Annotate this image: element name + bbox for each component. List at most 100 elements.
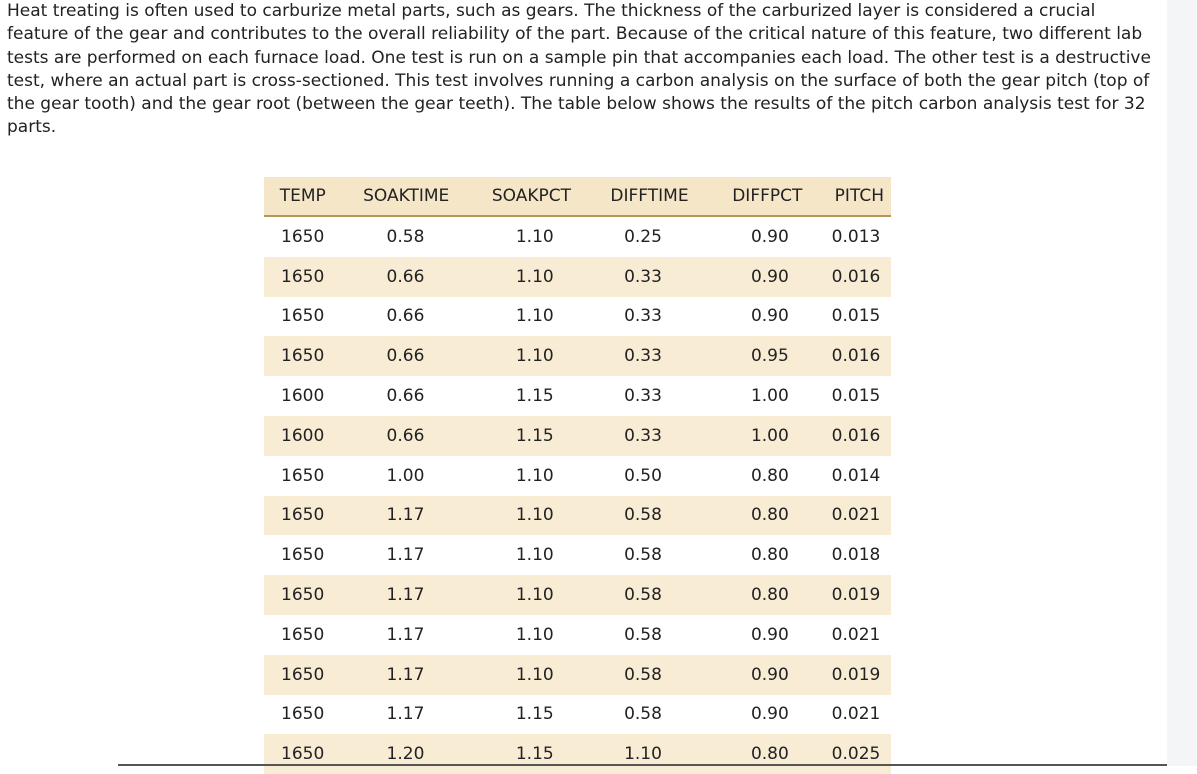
cell-pitch: 0.025 — [827, 734, 891, 774]
cell-soaktime: 1.17 — [386, 545, 425, 566]
cell-soaktime: 0.66 — [386, 386, 425, 407]
table-row: 1650 1.20 1.15 1.10 0.80 0.025 — [264, 734, 891, 774]
cell-difftime: 0.58 — [624, 624, 662, 645]
table-body: 1650 0.58 1.10 0.25 0.90 0.013 1650 0.66 1.10 0.3… — [264, 216, 891, 774]
cell-difftime: 0.58 — [592, 654, 707, 695]
table-header: TEMP SOAKTIME SOAKPCT DIFFTIME DIFFPCT P… — [264, 177, 891, 217]
intro-paragraph: Heat treating is often used to carburize… — [7, 1, 1151, 138]
col-header-soaktime: SOAKTIME — [341, 177, 471, 217]
cell-soaktime: 1.20 — [341, 734, 471, 774]
table-row: 1650 1.17 1.10 0.58 0.80 0.018 — [264, 535, 891, 575]
cell-diffpct: 0.80 — [750, 545, 789, 566]
table-row: 1650 1.17 1.10 0.58 0.80 0.021 — [264, 495, 891, 536]
cell-difftime: 0.50 — [624, 465, 662, 486]
cell-pitch: 0.015 — [831, 306, 881, 327]
cell-soaktime: 0.58 — [386, 226, 425, 247]
col-header-soakpct: SOAKPCT — [470, 177, 593, 217]
cell-difftime: 0.58 — [624, 545, 662, 566]
cell-temp: 1650 — [281, 306, 325, 327]
cell-soaktime: 0.66 — [341, 415, 471, 456]
cell-soakpct: 1.15 — [470, 734, 593, 774]
cell-soakpct: 1.10 — [470, 575, 593, 615]
cell-pitch: 0.015 — [831, 386, 881, 407]
cell-diffpct: 0.95 — [706, 336, 828, 377]
cell-difftime: 0.33 — [592, 336, 707, 377]
col-header-difftime: DIFFTIME — [592, 177, 707, 217]
table-row: 1650 1.17 1.15 0.58 0.90 0.021 — [264, 695, 891, 735]
table-row: 1650 1.00 1.10 0.50 0.80 0.014 — [264, 456, 891, 496]
col-header-temp: TEMP — [264, 177, 342, 217]
cell-soakpct: 1.10 — [515, 226, 554, 247]
cell-pitch: 0.018 — [831, 545, 881, 566]
cell-soakpct: 1.10 — [515, 306, 554, 327]
cell-soakpct: 1.10 — [515, 465, 554, 486]
cell-diffpct: 0.90 — [750, 306, 789, 327]
cell-diffpct: 0.80 — [706, 575, 828, 615]
cell-difftime: 0.25 — [624, 226, 662, 247]
cell-soakpct: 1.10 — [515, 545, 554, 566]
table-row: 1600 0.66 1.15 0.33 1.00 0.015 — [264, 376, 891, 416]
cell-temp: 1650 — [264, 654, 342, 695]
cell-temp: 1650 — [264, 575, 342, 615]
cell-soaktime: 0.66 — [341, 256, 471, 297]
cell-pitch: 0.021 — [827, 495, 891, 536]
table-row: 1650 1.17 1.10 0.58 0.90 0.019 — [264, 654, 891, 695]
cell-soakpct: 1.10 — [470, 256, 593, 297]
table-row: 1650 0.58 1.10 0.25 0.90 0.013 — [264, 216, 891, 257]
cell-diffpct: 0.90 — [706, 256, 828, 297]
cell-difftime: 1.10 — [592, 734, 707, 774]
cell-difftime: 0.33 — [592, 256, 707, 297]
cell-diffpct: 0.80 — [706, 495, 828, 536]
cell-difftime: 0.33 — [592, 415, 707, 456]
cell-pitch: 0.014 — [831, 465, 881, 486]
cell-difftime: 0.58 — [592, 575, 707, 615]
cell-difftime: 0.58 — [592, 495, 707, 536]
pitch-carbon-table: TEMP SOAKTIME SOAKPCT DIFFTIME DIFFPCT P… — [264, 177, 891, 774]
cell-temp: 1650 — [264, 336, 342, 377]
cell-soakpct: 1.10 — [470, 336, 593, 377]
col-header-diffpct: DIFFPCT — [706, 177, 828, 217]
cell-diffpct: 0.90 — [706, 654, 828, 695]
cell-diffpct: 0.80 — [750, 465, 789, 486]
cell-diffpct: 0.90 — [750, 624, 789, 645]
cell-pitch: 0.021 — [831, 704, 881, 725]
table-row: 1650 1.17 1.10 0.58 0.80 0.019 — [264, 575, 891, 615]
cell-temp: 1600 — [264, 415, 342, 456]
cell-temp: 1650 — [281, 226, 325, 247]
cell-soaktime: 1.17 — [341, 495, 471, 536]
cell-soakpct: 1.10 — [515, 624, 554, 645]
cell-temp: 1650 — [281, 465, 325, 486]
cell-soaktime: 0.66 — [386, 306, 425, 327]
cell-soakpct: 1.10 — [470, 495, 593, 536]
cell-temp: 1600 — [281, 386, 325, 407]
cell-temp: 1650 — [264, 734, 342, 774]
cell-difftime: 0.33 — [624, 386, 662, 407]
cell-soaktime: 1.00 — [386, 465, 425, 486]
table-row: 1650 0.66 1.10 0.33 0.90 0.015 — [264, 297, 891, 337]
cell-soakpct: 1.15 — [515, 704, 554, 725]
cell-temp: 1650 — [264, 256, 342, 297]
cell-pitch: 0.021 — [831, 624, 881, 645]
page-gutter — [1167, 0, 1197, 766]
table-row: 1600 0.66 1.15 0.33 1.00 0.016 — [264, 415, 891, 456]
bottom-divider — [118, 764, 1167, 766]
cell-soakpct: 1.10 — [470, 654, 593, 695]
cell-difftime: 0.33 — [624, 306, 662, 327]
cell-pitch: 0.016 — [827, 336, 891, 377]
cell-pitch: 0.013 — [831, 226, 881, 247]
cell-temp: 1650 — [281, 545, 325, 566]
cell-diffpct: 0.90 — [750, 704, 789, 725]
cell-soaktime: 1.17 — [386, 704, 425, 725]
header-row: TEMP SOAKTIME SOAKPCT DIFFTIME DIFFPCT P… — [264, 177, 891, 217]
cell-soaktime: 1.17 — [341, 575, 471, 615]
cell-soaktime: 1.17 — [341, 654, 471, 695]
cell-diffpct: 1.00 — [706, 415, 828, 456]
cell-difftime: 0.58 — [624, 704, 662, 725]
cell-diffpct: 1.00 — [750, 386, 789, 407]
cell-pitch: 0.016 — [827, 256, 891, 297]
cell-pitch: 0.019 — [827, 575, 891, 615]
cell-soakpct: 1.15 — [515, 386, 554, 407]
cell-soaktime: 1.17 — [386, 624, 425, 645]
cell-soaktime: 0.66 — [341, 336, 471, 377]
cell-diffpct: 0.90 — [750, 226, 789, 247]
